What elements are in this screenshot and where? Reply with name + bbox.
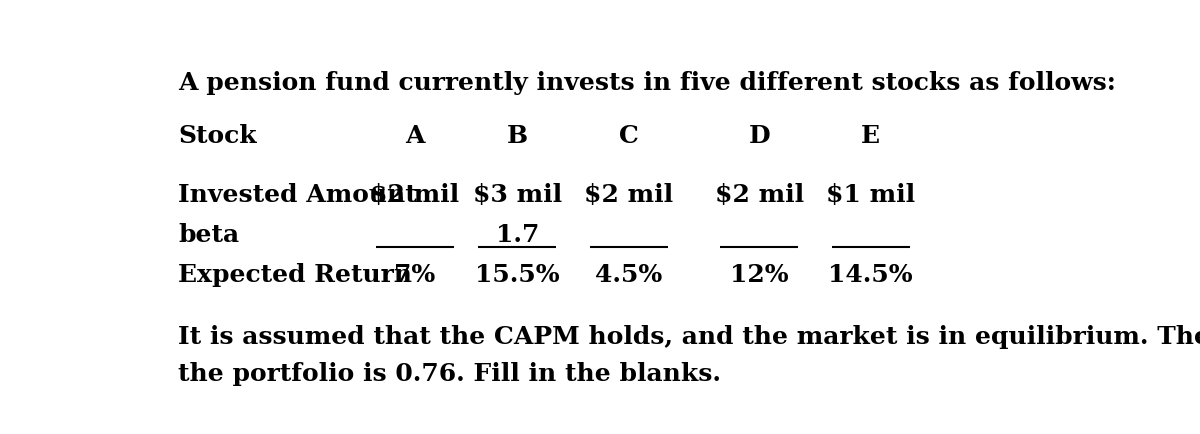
Text: the portfolio is 0.76. Fill in the blanks.: the portfolio is 0.76. Fill in the blank…: [178, 361, 721, 385]
Text: C: C: [619, 124, 638, 148]
Text: $2 mil: $2 mil: [584, 182, 673, 206]
Text: Stock: Stock: [178, 124, 257, 148]
Text: $2 mil: $2 mil: [371, 182, 460, 206]
Text: A pension fund currently invests in five different stocks as follows:: A pension fund currently invests in five…: [178, 70, 1116, 95]
Text: 4.5%: 4.5%: [595, 263, 662, 286]
Text: $2 mil: $2 mil: [714, 182, 804, 206]
Text: $1 mil: $1 mil: [826, 182, 916, 206]
Text: $3 mil: $3 mil: [473, 182, 562, 206]
Text: D: D: [749, 124, 770, 148]
Text: 12%: 12%: [730, 263, 788, 286]
Text: 7%: 7%: [395, 263, 436, 286]
Text: A: A: [406, 124, 425, 148]
Text: E: E: [862, 124, 881, 148]
Text: B: B: [506, 124, 528, 148]
Text: 14.5%: 14.5%: [828, 263, 913, 286]
Text: It is assumed that the CAPM holds, and the market is in equilibrium. The beta of: It is assumed that the CAPM holds, and t…: [178, 325, 1200, 349]
Text: 15.5%: 15.5%: [475, 263, 559, 286]
Text: 1.7: 1.7: [496, 223, 539, 247]
Text: Expected Return: Expected Return: [178, 263, 412, 286]
Text: beta: beta: [178, 223, 239, 247]
Text: Invested Amount: Invested Amount: [178, 182, 416, 206]
